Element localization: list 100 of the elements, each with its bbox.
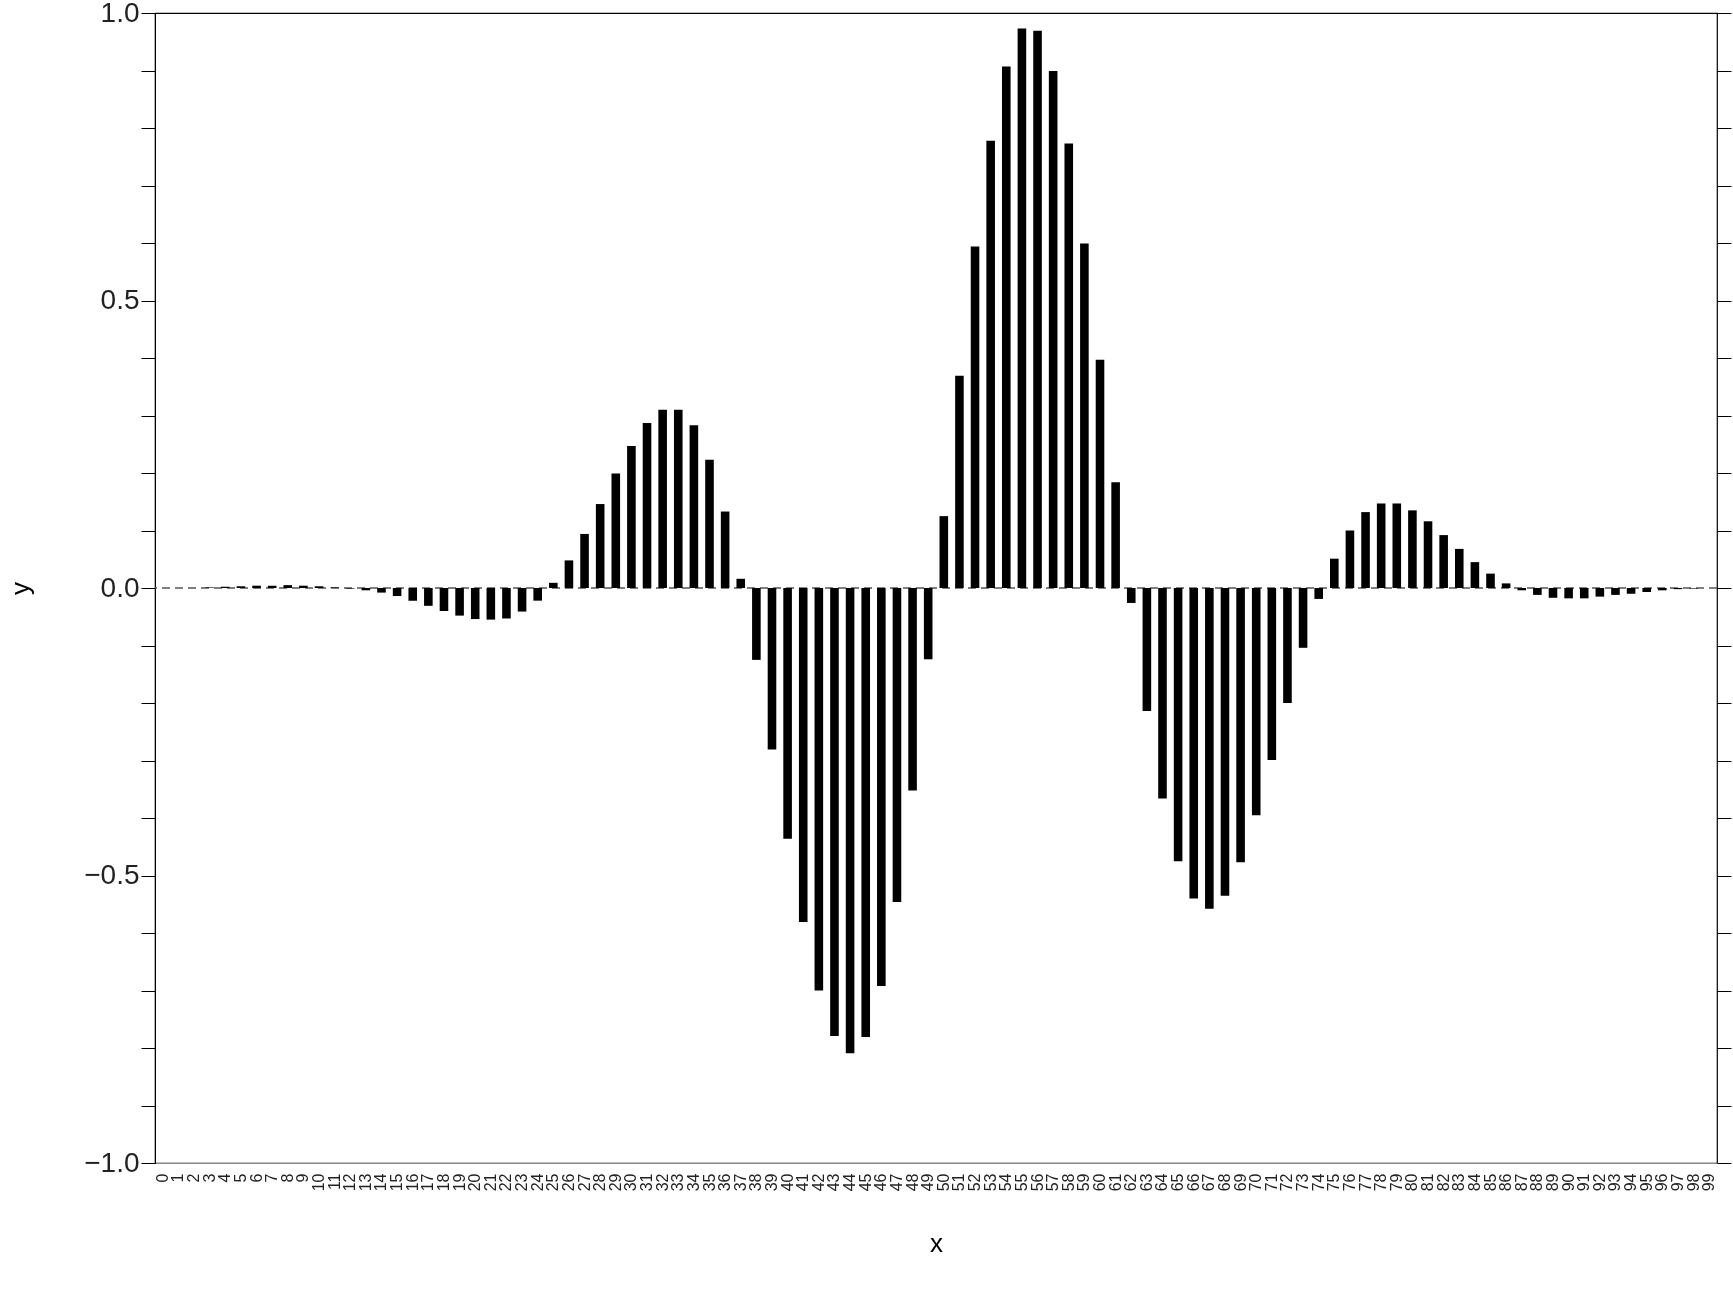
bar [783,588,792,839]
bar [1642,588,1652,593]
bar [1017,28,1027,588]
x-tick-label: 35 [700,1173,718,1192]
x-tick-label: 45 [856,1173,874,1192]
x-tick-label: 13 [356,1173,374,1192]
x-tick-label: 36 [716,1173,734,1192]
x-tick-label: 77 [1356,1173,1374,1192]
bar [673,409,683,588]
x-tick-label: 63 [1137,1173,1155,1192]
bar [705,459,714,588]
bar [1533,588,1542,595]
bar [1611,588,1620,595]
x-tick-label: 19 [450,1173,468,1192]
bar [595,504,605,588]
bar [845,588,855,1054]
bar [970,246,980,588]
bar [283,585,293,588]
x-tick-label: 56 [1028,1173,1046,1192]
bar [908,588,917,791]
x-tick-label: 78 [1372,1173,1390,1192]
bar [1658,588,1667,591]
bar [533,588,542,601]
bar [1439,535,1448,588]
x-tick-label: 49 [919,1173,937,1192]
bar [486,588,496,620]
bar [767,588,777,750]
x-tick-label: 0 [153,1173,171,1183]
bar [1283,588,1292,703]
x-tick-label: 53 [981,1173,999,1192]
x-tick-label: 21 [481,1173,499,1192]
x-tick-label: 84 [1465,1173,1483,1192]
y-tick-label: 0.5 [100,284,140,315]
x-tick-label: 32 [653,1173,671,1192]
bar [611,473,621,588]
x-tick-label: 31 [638,1173,656,1192]
x-tick-label: 20 [466,1173,484,1192]
x-tick-label: 9 [294,1173,312,1183]
x-tick-label: 60 [1091,1173,1109,1192]
x-tick-label: 62 [1122,1173,1140,1192]
x-tick-label: 24 [528,1173,546,1192]
bar [923,588,933,660]
bar [1548,588,1558,598]
bar [1376,503,1386,588]
bar [798,588,808,923]
x-tick-label: 28 [591,1173,609,1192]
x-tick-label: 22 [497,1173,515,1192]
bar [1486,573,1495,588]
y-tick-label: 1.0 [100,0,140,28]
x-tick-label: 86 [1497,1173,1515,1192]
x-tick-label: 92 [1590,1173,1608,1192]
bar [1408,510,1417,588]
bar [1501,583,1511,588]
x-tick-label: 68 [1215,1173,1233,1192]
bar [502,588,511,619]
bar [1345,530,1355,588]
y-tick-label: 0.0 [100,571,140,603]
x-tick-label: 95 [1637,1173,1655,1192]
x-tick-label: 11 [325,1173,343,1191]
x-tick-label: 61 [1106,1173,1124,1192]
x-tick-label: 17 [419,1173,437,1192]
x-tick-label: 42 [809,1173,827,1192]
bar [892,588,902,902]
y-tick-label: −1.0 [84,1146,140,1178]
bar [1189,588,1199,899]
x-tick-label: 7 [263,1173,281,1183]
x-tick-label: 2 [185,1173,203,1183]
x-tick-label: 80 [1403,1173,1421,1192]
x-tick-label: 10 [310,1173,328,1192]
bar [1314,588,1323,599]
x-tick-label: 8 [278,1173,296,1183]
bar [549,582,558,588]
x-tick-label: 30 [622,1173,640,1192]
bar [299,585,308,588]
x-tick-label: 57 [1044,1173,1062,1192]
x-tick-label: 46 [872,1173,890,1192]
x-tick-label: 25 [544,1173,562,1192]
bar [642,422,652,588]
x-tick-label: 94 [1622,1173,1640,1192]
bar [1454,548,1464,588]
bar [736,578,746,588]
bar [986,140,995,588]
x-tick-label: 59 [1075,1173,1093,1192]
x-tick-label: 29 [606,1173,624,1192]
x-tick-label: 90 [1559,1173,1577,1192]
x-tick-label: 12 [341,1173,359,1192]
x-tick-label: 48 [903,1173,921,1192]
x-tick-label: 41 [794,1173,812,1192]
bar [939,516,949,588]
x-tick-label: 91 [1575,1173,1593,1192]
bar [1142,588,1152,712]
bar [1111,482,1120,588]
y-tick-label: −0.5 [84,859,140,890]
x-tick-label: 51 [950,1173,968,1192]
bar [877,588,886,986]
bar [1564,588,1573,599]
bar [1220,588,1230,896]
x-tick-label: 76 [1340,1173,1358,1192]
bar [1158,588,1167,799]
bar [830,588,839,1036]
